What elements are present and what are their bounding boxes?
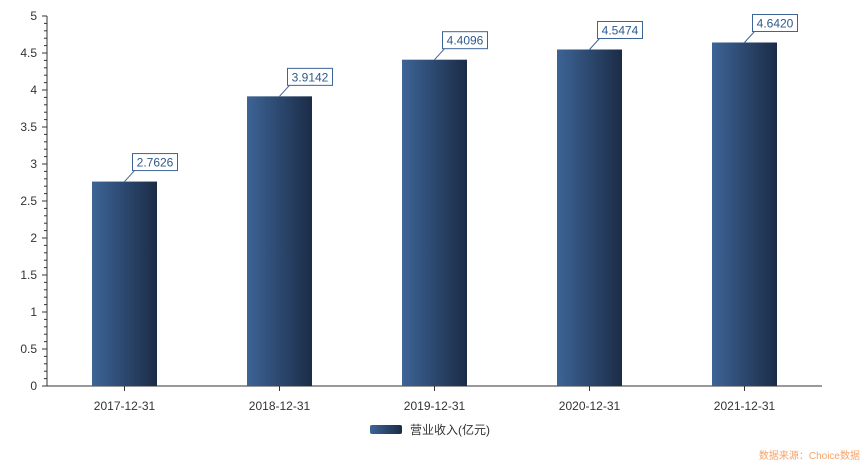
y-tick-label: 3 [30, 157, 37, 171]
y-tick-label: 2.5 [20, 194, 37, 208]
y-tick-label: 2 [30, 231, 37, 245]
bar[interactable] [557, 49, 622, 386]
data-label-box [442, 31, 488, 50]
bars [92, 42, 777, 387]
data-label: 4.5474 [589, 20, 643, 50]
data-label: 4.6420 [744, 13, 798, 43]
data-label: 4.4096 [434, 31, 488, 61]
data-label-box [597, 20, 643, 39]
data-label-leader [589, 38, 600, 50]
x-axis: 2017-12-31 2018-12-31 2019-12-31 2020-12-31… [47, 385, 822, 413]
y-tick-label: 5 [30, 9, 37, 23]
data-label-box [132, 153, 178, 172]
x-tick-label: 2019-12-31 [404, 399, 466, 413]
y-tick-label: 3.5 [20, 120, 37, 134]
data-label-leader [124, 170, 135, 182]
y-tick-label: 1.5 [20, 268, 37, 282]
legend-label: 营业收入(亿元) [410, 422, 490, 437]
data-label-leader [279, 85, 290, 97]
watermark: 数据来源：Choice数据 [759, 449, 860, 462]
data-label-leader [744, 31, 755, 43]
x-tick-label: 2020-12-31 [559, 399, 621, 413]
y-tick-label: 4 [30, 83, 37, 97]
bar[interactable] [712, 42, 777, 386]
bar[interactable] [92, 181, 157, 386]
y-tick-label: 0 [30, 379, 37, 393]
bar[interactable] [247, 96, 312, 387]
y-tick-label: 4.5 [20, 46, 37, 60]
data-label-value: 4.6420 [757, 16, 794, 30]
data-label-box [752, 13, 798, 32]
legend[interactable]: 营业收入(亿元) [370, 422, 490, 437]
data-label-value: 4.5474 [602, 23, 639, 37]
x-tick-label: 2017-12-31 [94, 399, 156, 413]
data-label: 3.9142 [279, 67, 333, 97]
x-tick-label: 2018-12-31 [249, 399, 311, 413]
bar[interactable] [402, 59, 467, 386]
data-label-value: 3.9142 [292, 70, 329, 84]
y-tick-label: 1 [30, 305, 37, 319]
data-label-value: 4.4096 [447, 34, 484, 48]
y-axis: 0 0.5 1 1.5 2 2.5 3 3.5 4 4.5 5 [20, 9, 48, 393]
y-tick-label: 0.5 [20, 342, 37, 356]
data-labels: 2.7626 3.9142 4.4096 4.5474 4.6420 [124, 13, 798, 182]
legend-swatch [370, 425, 402, 434]
data-label-box [287, 67, 333, 86]
data-label: 2.7626 [124, 153, 178, 182]
data-label-value: 2.7626 [137, 156, 174, 170]
x-tick-label: 2021-12-31 [714, 399, 776, 413]
data-label-leader [434, 48, 445, 61]
